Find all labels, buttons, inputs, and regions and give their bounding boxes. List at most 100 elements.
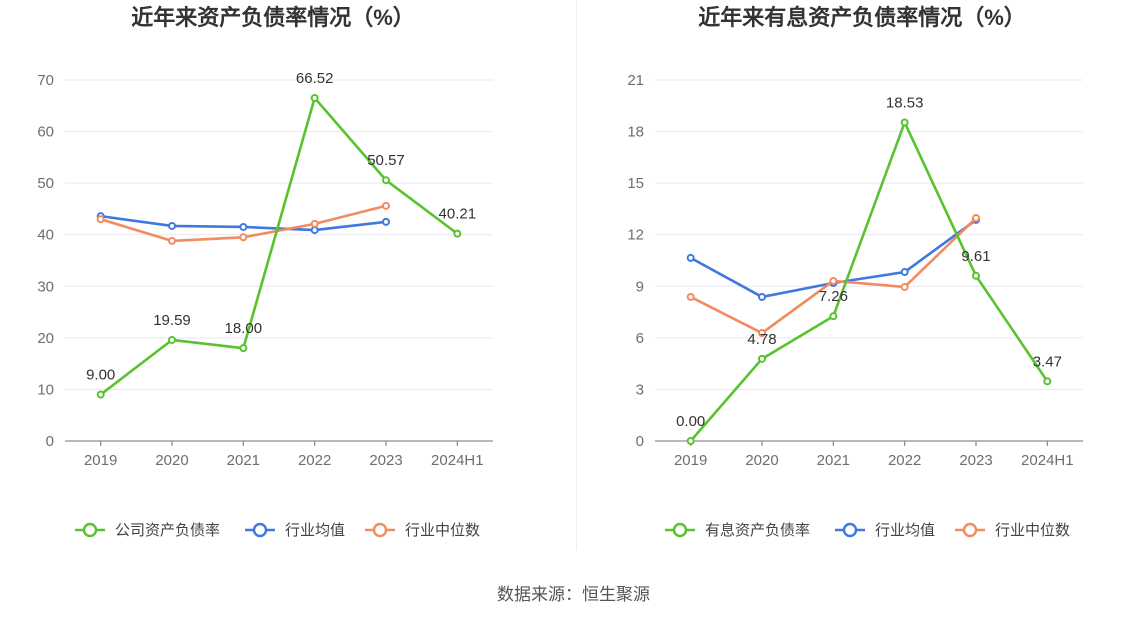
data-point [829, 312, 838, 321]
legend-item-1[interactable]: 行业均值 [835, 522, 935, 539]
data-point [900, 282, 909, 291]
y-tick-label: 40 [37, 227, 54, 244]
legend-item-0[interactable]: 公司资产负债率 [75, 522, 220, 539]
data-label: 19.59 [153, 312, 191, 329]
legend-item-1[interactable]: 行业均值 [245, 522, 345, 539]
data-point [96, 390, 105, 399]
legend-item-2[interactable]: 行业中位数 [365, 522, 480, 539]
data-point [168, 335, 176, 344]
legend-circle-icon [252, 522, 268, 538]
data-point [310, 93, 319, 102]
data-point [382, 176, 390, 185]
x-tick-label: 2021 [817, 452, 850, 469]
data-label: 66.52 [296, 70, 334, 87]
data-point [239, 222, 248, 231]
data-point [453, 229, 462, 238]
legend-label: 行业均值 [875, 522, 935, 539]
data-label: 9.61 [961, 248, 990, 265]
data-point [168, 236, 176, 245]
data-point [96, 215, 105, 224]
y-tick-label: 18 [627, 124, 644, 141]
legend-circle-icon [672, 522, 688, 538]
legend-circle-icon [372, 522, 388, 538]
y-tick-label: 3 [636, 381, 644, 398]
series-2 [686, 214, 980, 338]
series-2 [96, 201, 390, 245]
data-point [310, 226, 319, 235]
x-tick-label: 2023 [369, 452, 402, 469]
x-tick-label: 2019 [674, 452, 707, 469]
data-label: 0.00 [676, 413, 705, 430]
y-tick-label: 50 [37, 175, 54, 192]
chart-divider [576, 0, 577, 550]
data-point [686, 253, 695, 262]
data-label: 50.57 [367, 152, 405, 169]
y-tick-label: 10 [37, 381, 54, 398]
y-tick-label: 60 [37, 124, 54, 141]
y-tick-label: 20 [37, 330, 54, 347]
data-point [382, 201, 390, 210]
data-label: 4.78 [747, 331, 776, 348]
data-point [168, 221, 176, 230]
data-point [686, 292, 695, 301]
y-tick-label: 70 [37, 72, 54, 89]
x-tick-label: 2024H1 [431, 452, 484, 469]
legend-circle-icon [962, 522, 978, 538]
y-tick-label: 21 [627, 72, 644, 89]
y-tick-label: 0 [46, 433, 54, 450]
x-tick-label: 2021 [227, 452, 260, 469]
x-tick-label: 2019 [84, 452, 117, 469]
chart-title-interest-bearing-debt-ratio: 近年来有息资产负债率情况（%） [698, 5, 1026, 30]
debt-ratio-chart: 0 10 20 30 40 50 60 70 2019 2020 2021 2022 2023 2024H… [37, 70, 493, 539]
data-label: 3.47 [1033, 353, 1062, 370]
data-point [310, 219, 319, 228]
legend-label: 行业均值 [285, 522, 345, 539]
legend-label: 公司资产负债率 [115, 522, 220, 539]
data-point [686, 437, 695, 445]
x-tick-label: 2020 [155, 452, 188, 469]
series-line [689, 121, 1049, 442]
data-source-note: 数据来源：恒生聚源 [497, 585, 650, 604]
data-point [758, 354, 766, 363]
data-point [972, 214, 980, 223]
y-tick-label: 9 [636, 278, 644, 295]
data-point [382, 217, 390, 226]
data-point [758, 292, 766, 301]
data-point [1043, 377, 1052, 386]
data-label: 9.00 [86, 367, 115, 384]
legend-circle-icon [842, 522, 858, 538]
series-line [99, 96, 459, 396]
legend-label: 行业中位数 [995, 522, 1070, 539]
y-tick-label: 15 [627, 175, 644, 192]
series-0: 0.00 4.78 7.26 18.53 9.61 3.47 [676, 94, 1062, 445]
x-tick-label: 2023 [959, 452, 992, 469]
chart-title-debt-ratio: 近年来资产负债率情况（%） [131, 5, 415, 30]
series-0: 9.00 19.59 18.00 66.52 50.57 40.21 [86, 70, 477, 399]
data-point [900, 268, 909, 277]
data-point [829, 276, 838, 285]
legend-item-2[interactable]: 行业中位数 [955, 522, 1070, 539]
x-tick-label: 2022 [888, 452, 921, 469]
x-tick-label: 2024H1 [1021, 452, 1074, 469]
data-label: 7.26 [819, 288, 848, 305]
data-point [972, 271, 980, 280]
legend-item-0[interactable]: 有息资产负债率 [665, 522, 810, 539]
data-point [239, 344, 248, 353]
legend-label: 有息资产负债率 [705, 522, 810, 539]
y-tick-label: 30 [37, 278, 54, 295]
data-label: 18.00 [225, 320, 263, 337]
y-tick-label: 0 [636, 433, 644, 450]
data-point [900, 118, 909, 127]
x-tick-label: 2020 [745, 452, 778, 469]
interest-bearing-debt-ratio-chart: 0 3 6 9 12 15 18 21 2019 2020 2021 2022 2023 2024H1 0.… [627, 72, 1083, 539]
x-tick-label: 2022 [298, 452, 331, 469]
legend-circle-icon [82, 522, 98, 538]
legend-label: 行业中位数 [405, 522, 480, 539]
data-point [239, 233, 248, 242]
data-label: 18.53 [886, 94, 924, 111]
y-tick-label: 6 [636, 330, 644, 347]
y-tick-label: 12 [627, 227, 644, 244]
data-label: 40.21 [439, 206, 477, 223]
series-1 [96, 212, 390, 235]
